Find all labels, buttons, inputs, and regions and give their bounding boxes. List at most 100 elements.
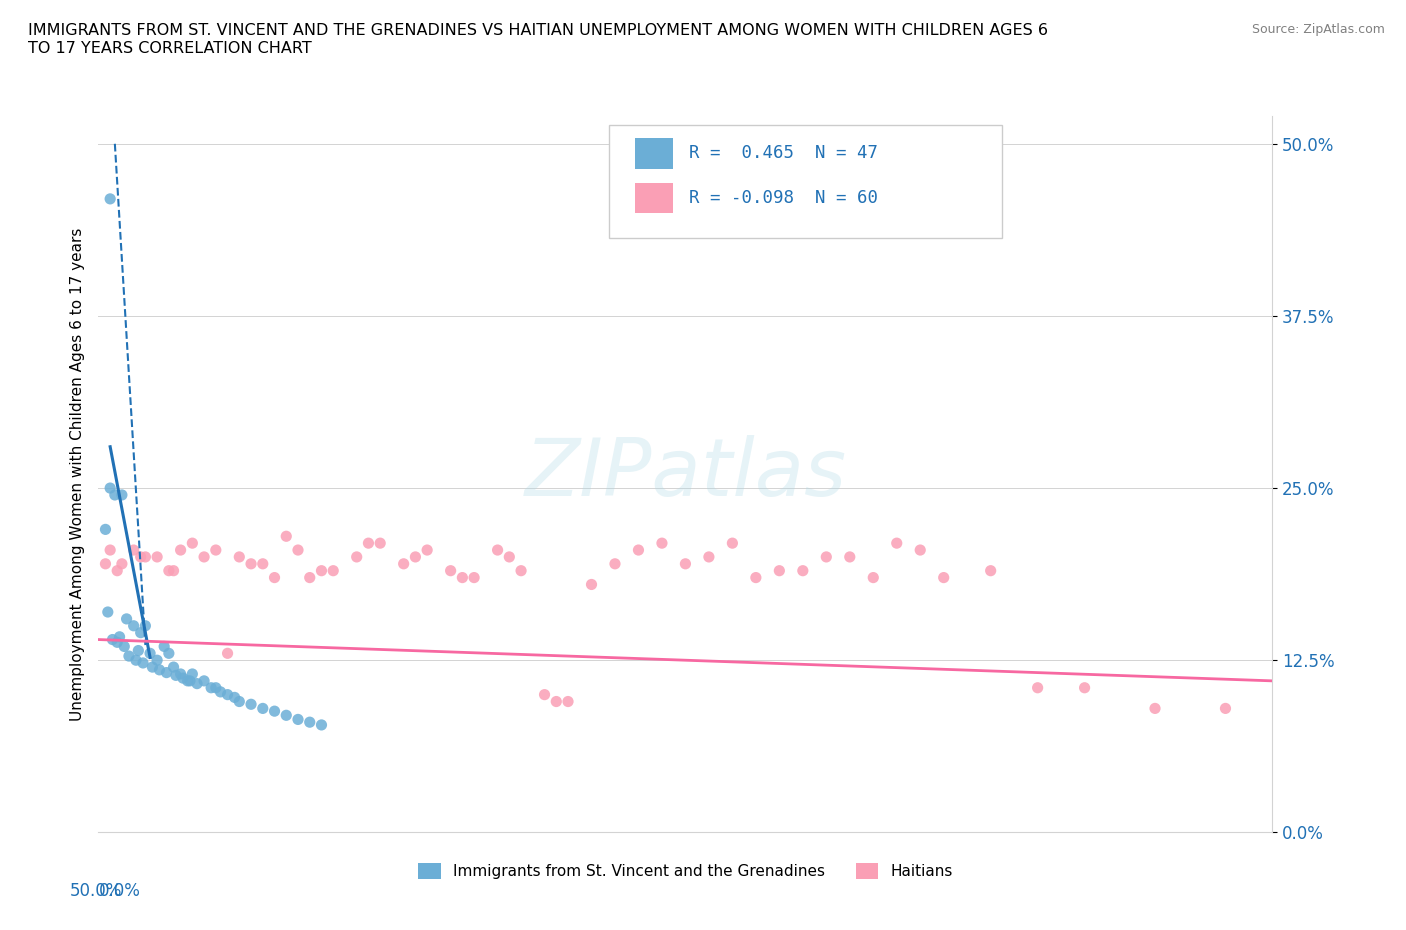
Point xyxy=(838,550,860,565)
Point xyxy=(94,556,117,571)
Point xyxy=(1026,681,1049,696)
Point xyxy=(627,542,650,557)
Point xyxy=(240,697,263,711)
Y-axis label: Unemployment Among Women with Children Ages 6 to 17 years: Unemployment Among Women with Children A… xyxy=(69,228,84,721)
Point xyxy=(792,564,814,578)
Point xyxy=(111,556,134,571)
Point xyxy=(200,681,222,696)
Point xyxy=(463,570,485,585)
Point xyxy=(153,639,176,654)
Point xyxy=(392,556,415,571)
Point xyxy=(298,570,321,585)
Point xyxy=(311,718,333,733)
Point xyxy=(157,564,180,578)
Point xyxy=(980,564,1002,578)
Point xyxy=(179,673,201,688)
Point xyxy=(768,564,790,578)
Point xyxy=(146,653,169,668)
Point xyxy=(186,676,208,691)
Text: R =  0.465  N = 47: R = 0.465 N = 47 xyxy=(689,144,877,163)
Point xyxy=(94,522,117,537)
Point xyxy=(104,487,127,502)
Point xyxy=(533,687,555,702)
Point xyxy=(651,536,673,551)
Point xyxy=(118,648,141,663)
Point xyxy=(510,564,533,578)
Point xyxy=(287,712,309,727)
Point xyxy=(105,635,128,650)
Point xyxy=(721,536,744,551)
Point xyxy=(169,542,191,557)
Point xyxy=(205,542,228,557)
Point xyxy=(162,564,184,578)
Text: 0.0%: 0.0% xyxy=(98,883,141,900)
Point xyxy=(298,715,321,730)
FancyBboxPatch shape xyxy=(636,139,672,168)
Point xyxy=(357,536,380,551)
Point xyxy=(217,646,239,661)
Point xyxy=(176,673,198,688)
Point xyxy=(125,653,148,668)
Point xyxy=(134,618,156,633)
Point xyxy=(112,639,135,654)
Point xyxy=(129,625,152,640)
Point xyxy=(155,665,177,680)
Point xyxy=(745,570,768,585)
Point xyxy=(346,550,368,565)
Point xyxy=(181,536,204,551)
FancyBboxPatch shape xyxy=(609,125,1002,238)
Point xyxy=(98,542,121,557)
Point xyxy=(815,550,838,565)
Point xyxy=(322,564,344,578)
Point xyxy=(276,708,298,723)
Text: IMMIGRANTS FROM ST. VINCENT AND THE GRENADINES VS HAITIAN UNEMPLOYMENT AMONG WOM: IMMIGRANTS FROM ST. VINCENT AND THE GREN… xyxy=(28,23,1047,56)
Point xyxy=(209,684,232,699)
Point xyxy=(581,577,603,591)
Point xyxy=(127,644,149,658)
Point xyxy=(404,550,426,565)
Point xyxy=(111,487,134,502)
Point xyxy=(169,667,191,682)
Point xyxy=(228,694,250,709)
Point xyxy=(416,542,439,557)
Point xyxy=(886,536,908,551)
Point xyxy=(439,564,461,578)
Point xyxy=(193,673,215,688)
Point xyxy=(252,701,274,716)
Point xyxy=(98,481,121,496)
Point xyxy=(675,556,697,571)
Point xyxy=(252,556,274,571)
Point xyxy=(101,632,124,647)
Point xyxy=(97,604,120,619)
Point xyxy=(862,570,884,585)
Point xyxy=(228,550,250,565)
Point xyxy=(139,646,162,661)
Point xyxy=(311,564,333,578)
Point xyxy=(134,550,156,565)
Point xyxy=(498,550,520,565)
Point xyxy=(98,192,121,206)
Point xyxy=(205,681,228,696)
Point xyxy=(910,542,932,557)
Point xyxy=(181,667,204,682)
Point xyxy=(697,550,720,565)
Point xyxy=(193,550,215,565)
Point xyxy=(451,570,474,585)
Point xyxy=(557,694,579,709)
Point xyxy=(546,694,568,709)
Point xyxy=(224,690,246,705)
Point xyxy=(132,656,155,671)
Text: R = -0.098  N = 60: R = -0.098 N = 60 xyxy=(689,189,877,206)
Point xyxy=(122,542,145,557)
Point xyxy=(122,618,145,633)
Point xyxy=(157,646,180,661)
Point xyxy=(115,611,138,626)
Point xyxy=(108,630,131,644)
Text: 50.0%: 50.0% xyxy=(69,883,122,900)
Point xyxy=(368,536,391,551)
Point xyxy=(1215,701,1237,716)
Legend: Immigrants from St. Vincent and the Grenadines, Haitians: Immigrants from St. Vincent and the Gren… xyxy=(412,857,959,885)
Text: Source: ZipAtlas.com: Source: ZipAtlas.com xyxy=(1251,23,1385,36)
Point xyxy=(162,659,184,674)
Point xyxy=(263,704,285,719)
